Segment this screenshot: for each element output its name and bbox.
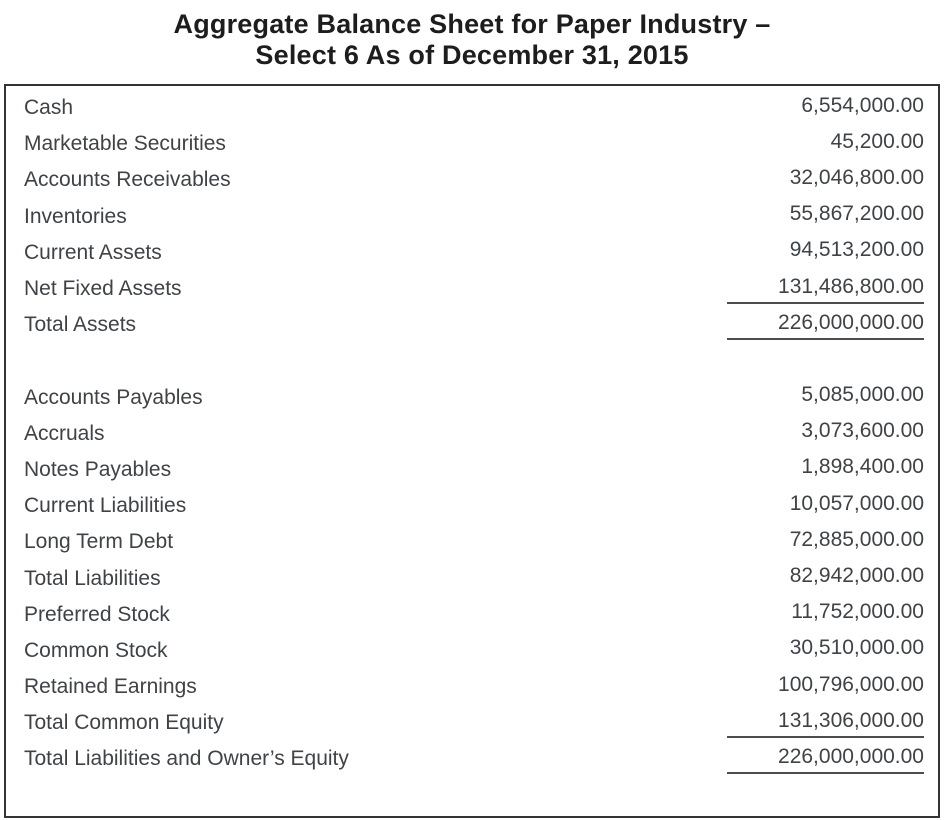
table-row-accounts-payables: Accounts Payables 5,085,000.00	[6, 380, 938, 416]
row-value: 1,898,400.00	[801, 455, 924, 479]
table-row-total-liabilities-and-owners-equity: Total Liabilities and Owner’s Equity 226…	[6, 741, 938, 777]
row-value: 3,073,600.00	[801, 419, 924, 443]
row-value: 11,752,000.00	[791, 600, 924, 624]
row-label: Cash	[24, 96, 74, 120]
balance-sheet-table: Cash 6,554,000.00 Marketable Securities …	[4, 84, 940, 818]
table-row-cash: Cash 6,554,000.00	[6, 90, 938, 126]
row-label: Total Liabilities	[24, 566, 161, 590]
row-value: 5,085,000.00	[801, 383, 924, 407]
table-row-net-fixed-assets: Net Fixed Assets 131,486,800.00	[6, 271, 938, 307]
table-row-total-liabilities: Total Liabilities 82,942,000.00	[6, 560, 938, 596]
row-value: 226,000,000.00	[727, 745, 924, 774]
row-value: 131,306,000.00	[727, 709, 924, 738]
row-value: 45,200.00	[830, 129, 924, 153]
table-row-preferred-stock: Preferred Stock 11,752,000.00	[6, 597, 938, 633]
row-value: 10,057,000.00	[789, 491, 924, 515]
row-value: 6,554,000.00	[801, 93, 924, 117]
row-value: 131,486,800.00	[727, 275, 924, 304]
row-value: 94,513,200.00	[789, 238, 924, 262]
table-row-retained-earnings: Retained Earnings 100,796,000.00	[6, 669, 938, 705]
table-row-current-assets: Current Assets 94,513,200.00	[6, 235, 938, 271]
table-row-total-assets: Total Assets 226,000,000.00	[6, 307, 938, 343]
row-value: 72,885,000.00	[789, 527, 924, 551]
table-row-accruals: Accruals 3,073,600.00	[6, 416, 938, 452]
table-row-current-liabilities: Current Liabilities 10,057,000.00	[6, 488, 938, 524]
row-label: Notes Payables	[24, 457, 172, 481]
row-label: Net Fixed Assets	[24, 277, 182, 301]
page-title: Aggregate Balance Sheet for Paper Indust…	[0, 0, 944, 71]
row-value: 30,510,000.00	[789, 636, 924, 660]
row-label: Accounts Receivables	[24, 168, 231, 192]
row-value: 100,796,000.00	[778, 672, 924, 696]
row-value: 32,046,800.00	[789, 165, 924, 189]
row-label: Current Liabilities	[24, 494, 187, 518]
row-value: 55,867,200.00	[789, 202, 924, 226]
table-row-notes-payables: Notes Payables 1,898,400.00	[6, 452, 938, 488]
row-label: Preferred Stock	[24, 602, 170, 626]
row-label: Retained Earnings	[24, 675, 197, 699]
row-label: Current Assets	[24, 240, 162, 264]
table-row-marketable-securities: Marketable Securities 45,200.00	[6, 126, 938, 162]
row-label: Common Stock	[24, 638, 168, 662]
row-label: Marketable Securities	[24, 132, 226, 156]
row-label: Total Assets	[24, 313, 137, 337]
table-row-inventories: Inventories 55,867,200.00	[6, 199, 938, 235]
table-row-spacer	[6, 343, 938, 379]
row-value: 226,000,000.00	[727, 311, 924, 340]
table-row-common-stock: Common Stock 30,510,000.00	[6, 633, 938, 669]
table-row-total-common-equity: Total Common Equity 131,306,000.00	[6, 705, 938, 741]
table-row-long-term-debt: Long Term Debt 72,885,000.00	[6, 524, 938, 560]
row-label: Long Term Debt	[24, 530, 174, 554]
row-label: Accruals	[24, 421, 105, 445]
row-label: Total Liabilities and Owner’s Equity	[24, 747, 349, 771]
page-title-line2: Select 6 As of December 31, 2015	[255, 40, 689, 70]
row-label: Inventories	[24, 204, 127, 228]
table-row-accounts-receivables: Accounts Receivables 32,046,800.00	[6, 162, 938, 198]
row-label: Total Common Equity	[24, 711, 224, 735]
row-label: Accounts Payables	[24, 385, 203, 409]
page-title-line1: Aggregate Balance Sheet for Paper Indust…	[173, 9, 771, 39]
row-value: 82,942,000.00	[789, 564, 924, 588]
